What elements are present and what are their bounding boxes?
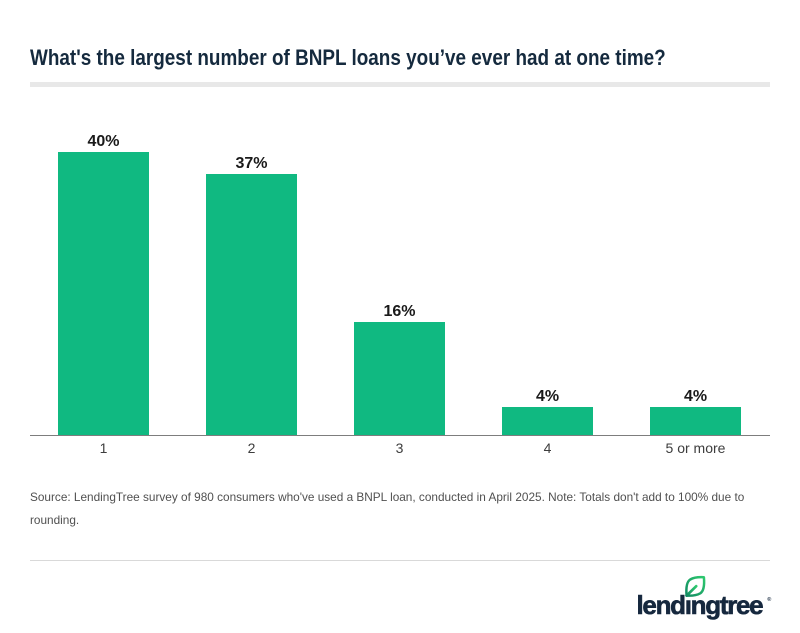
svg-text:lendıngtree: lendıngtree xyxy=(637,590,764,620)
svg-text:®: ® xyxy=(767,596,771,603)
